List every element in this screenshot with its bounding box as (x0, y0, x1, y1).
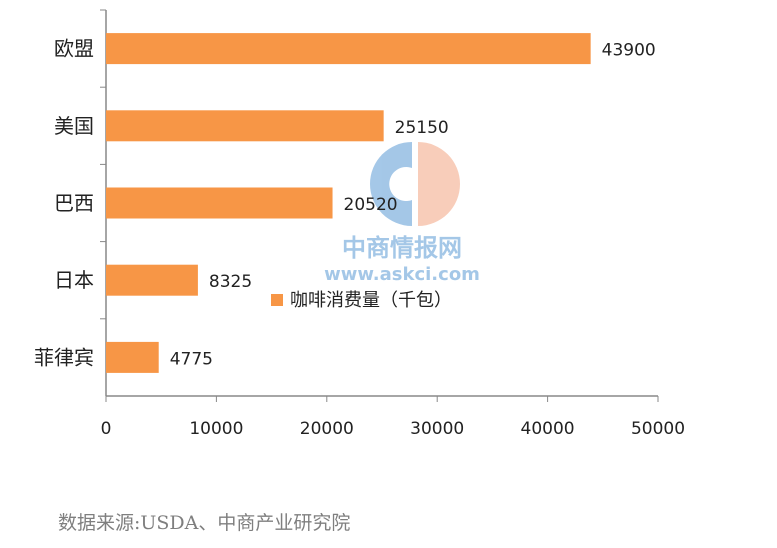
source-note: 数据来源:USDA、中商产业研究院 (58, 512, 351, 534)
x-tick-label-1: 0 (101, 419, 112, 439)
x-tick-label-3: 20000 (300, 419, 354, 439)
watermark-logo-icon (370, 142, 460, 226)
data-label-2: 25150 (395, 118, 449, 138)
bar-5 (106, 341, 159, 373)
bar-4 (106, 264, 198, 296)
category-label-5: 菲律宾 (34, 345, 94, 369)
category-label-3: 巴西 (54, 191, 94, 215)
bar-3 (106, 187, 333, 219)
x-tick-label-6: 50000 (631, 419, 685, 439)
data-label-1: 43900 (602, 41, 656, 61)
data-label-4: 8325 (209, 272, 252, 292)
legend-label: 咖啡消费量（千包） (290, 290, 452, 311)
data-label-3: 20520 (344, 195, 398, 215)
bar-2 (106, 110, 384, 142)
data-label-5: 4775 (170, 349, 213, 369)
category-label-2: 美国 (54, 114, 94, 138)
watermark-brand: 中商情报网 (342, 234, 462, 262)
legend-swatch (271, 294, 283, 306)
x-tick-label-4: 30000 (410, 419, 464, 439)
x-tick-label-5: 40000 (521, 419, 575, 439)
bar-1 (106, 33, 591, 65)
category-label-1: 欧盟 (54, 37, 94, 61)
watermark-url: www.askci.com (324, 264, 480, 285)
category-label-4: 日本 (54, 268, 94, 292)
x-tick-label-2: 10000 (189, 419, 243, 439)
